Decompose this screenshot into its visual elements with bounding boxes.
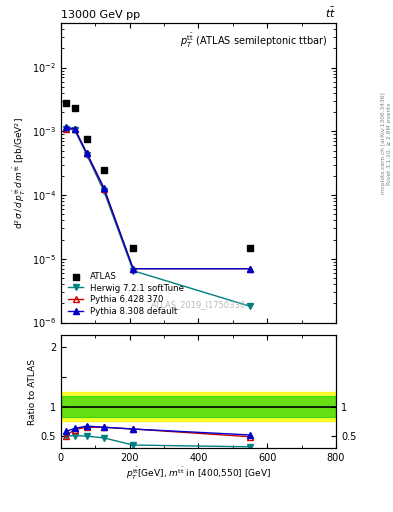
- Text: $t\bar{t}$: $t\bar{t}$: [325, 6, 336, 20]
- Text: Rivet 3.1.10, ≥ 2.8M events: Rivet 3.1.10, ≥ 2.8M events: [387, 102, 391, 185]
- Pythia 8.308 default: [84, 150, 89, 156]
- ATLAS: [72, 104, 78, 112]
- Pythia 6.428 370: [101, 186, 106, 192]
- Pythia 8.308 default: [248, 266, 252, 272]
- Herwig 7.2.1 softTune: [131, 268, 136, 274]
- Line: Pythia 8.308 default: Pythia 8.308 default: [63, 125, 253, 271]
- Herwig 7.2.1 softTune: [64, 125, 68, 132]
- Text: ATLAS_2019_I1750330: ATLAS_2019_I1750330: [151, 300, 246, 309]
- Pythia 6.428 370: [72, 125, 77, 132]
- Pythia 6.428 370: [248, 266, 252, 272]
- ATLAS: [101, 165, 107, 174]
- Herwig 7.2.1 softTune: [84, 152, 89, 158]
- Pythia 6.428 370: [84, 151, 89, 157]
- ATLAS: [130, 244, 136, 252]
- Line: Pythia 6.428 370: Pythia 6.428 370: [63, 126, 253, 271]
- Herwig 7.2.1 softTune: [248, 303, 252, 309]
- Pythia 8.308 default: [64, 124, 68, 131]
- Herwig 7.2.1 softTune: [101, 188, 106, 194]
- Pythia 8.308 default: [131, 266, 136, 272]
- Y-axis label: Ratio to ATLAS: Ratio to ATLAS: [28, 359, 37, 424]
- Text: mcplots.cern.ch [arXiv:1306.3436]: mcplots.cern.ch [arXiv:1306.3436]: [381, 93, 386, 194]
- Legend: ATLAS, Herwig 7.2.1 softTune, Pythia 6.428 370, Pythia 8.308 default: ATLAS, Herwig 7.2.1 softTune, Pythia 6.4…: [65, 269, 187, 318]
- Line: Herwig 7.2.1 softTune: Herwig 7.2.1 softTune: [63, 126, 253, 309]
- Y-axis label: $\mathrm{d}^2\sigma\,/\,d\,p_T^{\mathrm{t\bar{t}}}\,d\,m^{\mathrm{t\bar{t}}}$ [p: $\mathrm{d}^2\sigma\,/\,d\,p_T^{\mathrm{…: [11, 117, 28, 229]
- ATLAS: [63, 99, 69, 107]
- Pythia 8.308 default: [101, 185, 106, 191]
- Herwig 7.2.1 softTune: [72, 127, 77, 133]
- Pythia 6.428 370: [131, 266, 136, 272]
- ATLAS: [247, 244, 253, 252]
- X-axis label: $p_T^{\mathrm{t\bar{t}}}$[GeV], $m^{\mathrm{t\bar{t}}}$ in [400,550] [GeV]: $p_T^{\mathrm{t\bar{t}}}$[GeV], $m^{\mat…: [126, 465, 271, 482]
- Bar: [61, 396, 336, 417]
- ATLAS: [84, 135, 90, 143]
- Text: $p_T^{\mathrm{t\bar{t}}}$ (ATLAS semileptonic ttbar): $p_T^{\mathrm{t\bar{t}}}$ (ATLAS semilep…: [180, 32, 328, 50]
- Pythia 8.308 default: [72, 125, 77, 132]
- Text: 13000 GeV pp: 13000 GeV pp: [61, 10, 140, 20]
- Bar: [61, 392, 336, 421]
- Pythia 6.428 370: [64, 125, 68, 132]
